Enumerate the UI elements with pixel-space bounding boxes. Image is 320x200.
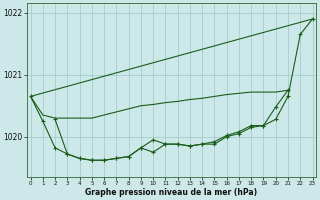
- X-axis label: Graphe pression niveau de la mer (hPa): Graphe pression niveau de la mer (hPa): [85, 188, 258, 197]
